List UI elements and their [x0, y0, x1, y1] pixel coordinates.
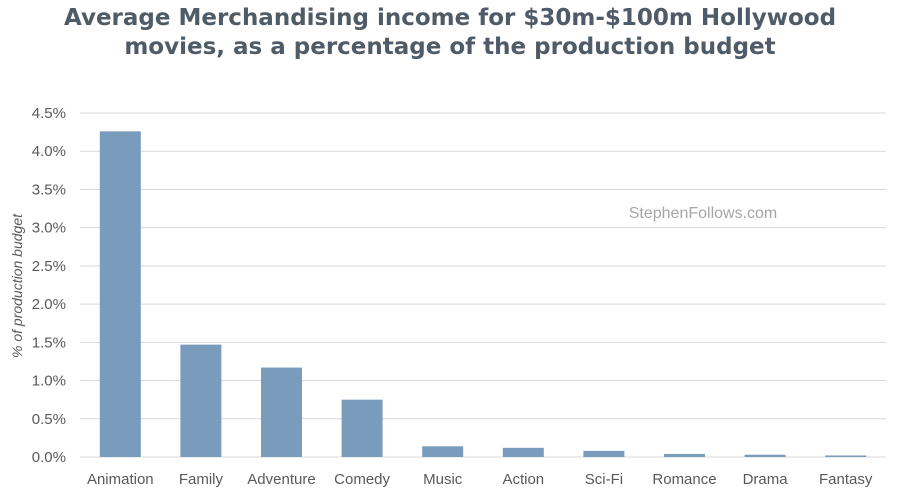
x-tick-label: Animation: [87, 471, 154, 488]
watermark: StephenFollows.com: [629, 205, 778, 222]
bar-action: [502, 447, 544, 457]
y-tick-label: 3.0%: [32, 220, 66, 237]
y-tick-label: 1.5%: [32, 334, 66, 351]
gridlines: [80, 112, 886, 458]
x-tick-label: Sci-Fi: [585, 471, 623, 488]
chart-title-line-2: movies, as a percentage of the productio…: [124, 34, 776, 60]
x-tick-label: Fantasy: [819, 471, 873, 488]
bar-romance: [664, 453, 705, 457]
x-tick-label: Action: [502, 471, 544, 488]
y-tick-label: 0.5%: [32, 411, 66, 428]
y-tick-label: 2.0%: [32, 296, 66, 313]
x-tick-label: Music: [423, 471, 463, 488]
bar-fantasy: [825, 455, 867, 457]
x-tick-label: Drama: [743, 471, 789, 488]
bar-adventure: [261, 367, 302, 457]
x-axis-ticks: Animation Family Adventure Comedy Music Actio…: [87, 471, 873, 488]
bar-drama: [744, 454, 786, 457]
bar-comedy: [341, 399, 383, 457]
x-tick-label: Family: [179, 471, 224, 488]
chart-title: Average Merchandising income for $30m-$1…: [0, 4, 900, 62]
y-tick-label: 3.5%: [32, 181, 66, 198]
y-tick-label: 0.0%: [32, 449, 66, 466]
chart-title-line-1: Average Merchandising income for $30m-$1…: [63, 5, 837, 31]
y-tick-label: 4.5%: [32, 105, 66, 122]
bar-sci-fi: [583, 450, 625, 457]
bar-animation: [99, 131, 141, 457]
y-tick-label: 2.5%: [32, 258, 66, 275]
y-tick-label: 4.0%: [32, 143, 66, 160]
x-tick-label: Romance: [652, 471, 716, 488]
y-axis-label: % of production budget: [9, 213, 25, 358]
y-axis-ticks: 0.0% 0.5% 1.0% 1.5% 2.0% 2.5% 3.0% 3.5% 4.0% 4.5%: [32, 105, 66, 466]
bar-music: [422, 446, 464, 457]
x-tick-label: Adventure: [247, 471, 315, 488]
bars: [99, 131, 867, 457]
x-tick-label: Comedy: [334, 471, 390, 488]
bar-family: [180, 344, 222, 457]
y-tick-label: 1.0%: [32, 373, 66, 390]
